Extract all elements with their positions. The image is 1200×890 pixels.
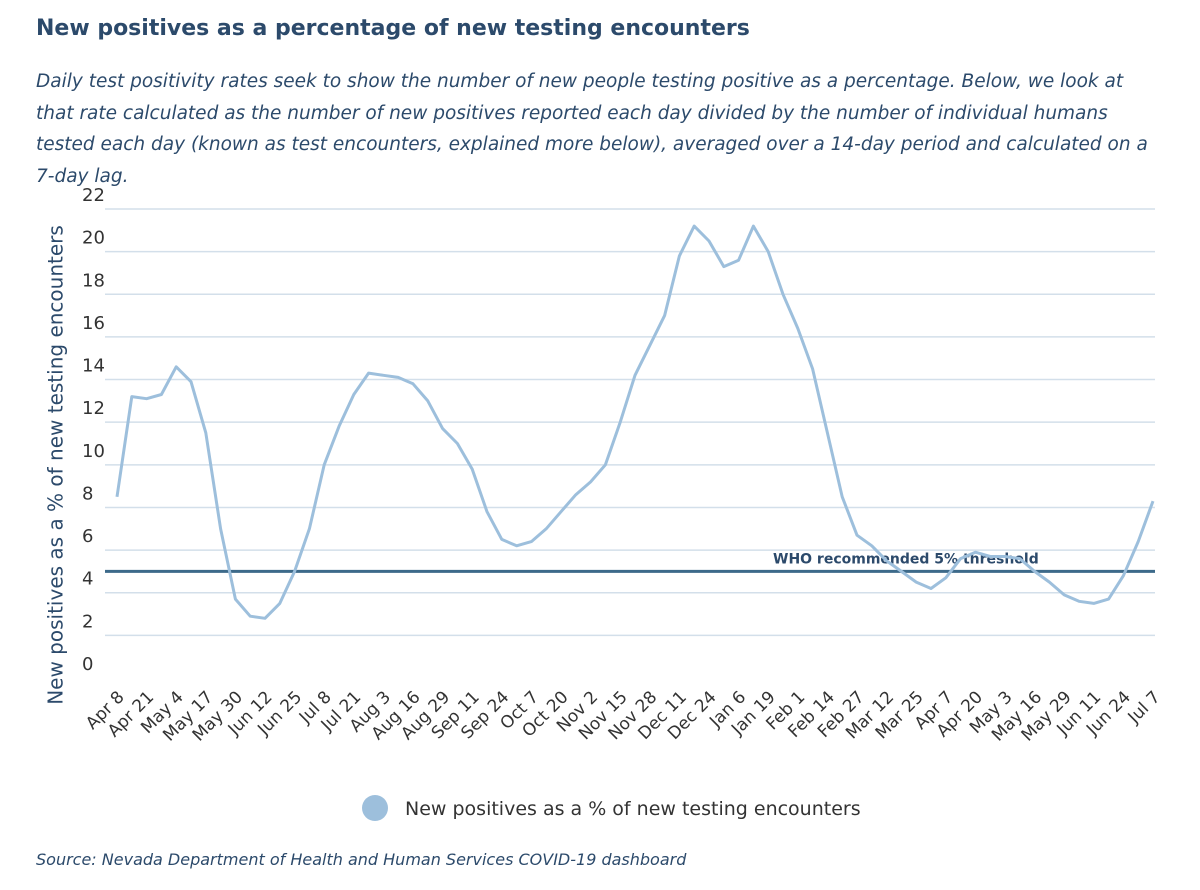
y-tick-label: 14 xyxy=(82,356,105,377)
y-tick-label: 20 xyxy=(82,228,105,249)
y-tick-label: 6 xyxy=(82,526,93,547)
legend-label: New positives as a % of new testing enco… xyxy=(405,798,861,820)
legend-marker xyxy=(362,795,388,821)
y-tick-label: 8 xyxy=(82,483,93,504)
x-tick-label: Jul 7 xyxy=(1124,687,1165,728)
y-tick-label: 10 xyxy=(82,441,105,462)
y-axis-label: New positives as a % of new testing enco… xyxy=(44,225,68,705)
y-tick-label: 0 xyxy=(82,654,93,675)
y-tick-label: 2 xyxy=(82,611,93,632)
y-tick-label: 22 xyxy=(82,185,105,206)
chart-title: New positives as a percentage of new tes… xyxy=(36,16,750,41)
y-tick-label: 18 xyxy=(82,270,105,291)
y-tick-label: 12 xyxy=(82,398,105,419)
y-tick-label: 4 xyxy=(82,569,93,590)
data-line xyxy=(115,224,1155,620)
chart-subtitle: Daily test positivity rates seek to show… xyxy=(36,71,1148,187)
threshold-label: WHO recommended 5% threshold xyxy=(773,551,1039,567)
y-tick-label: 16 xyxy=(82,313,105,334)
source-note: Source: Nevada Department of Health and … xyxy=(36,850,687,869)
